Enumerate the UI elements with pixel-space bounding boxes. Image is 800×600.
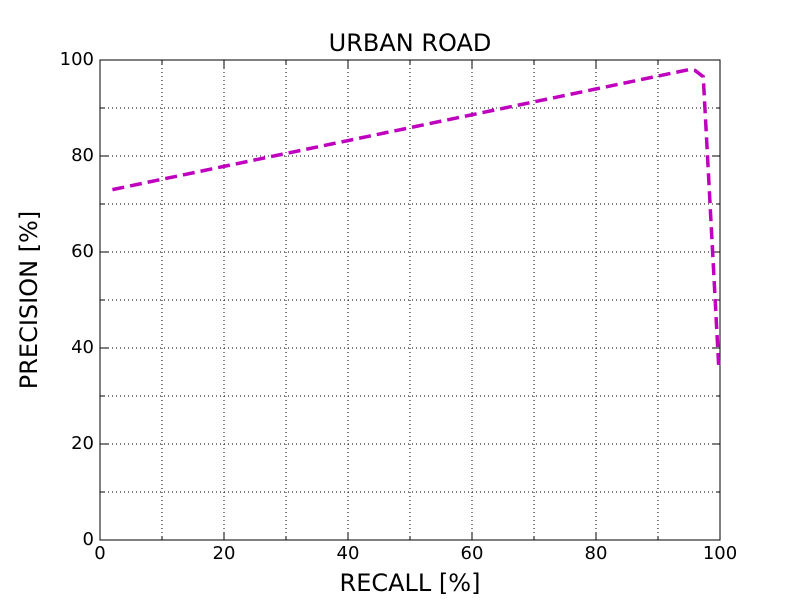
y-tick-label: 20 [71, 433, 94, 454]
chart-title: URBAN ROAD [329, 29, 492, 57]
plot-frame [99, 59, 721, 541]
y-tick-label: 80 [71, 145, 94, 166]
data-line [112, 67, 721, 368]
x-tick-label: 60 [461, 543, 484, 564]
y-axis-label: PRECISION [%] [15, 211, 43, 389]
x-tick-label: 80 [585, 543, 608, 564]
x-tick-label: 20 [213, 543, 236, 564]
y-tick-label: 60 [71, 241, 94, 262]
y-tick-label: 0 [83, 529, 94, 550]
y-tick-label: 40 [71, 337, 94, 358]
x-axis-label: RECALL [%] [340, 569, 481, 597]
y-tick-label: 100 [60, 49, 94, 70]
x-tick-label: 0 [94, 543, 105, 564]
x-tick-label: 40 [337, 543, 360, 564]
x-tick-label: 100 [703, 543, 737, 564]
